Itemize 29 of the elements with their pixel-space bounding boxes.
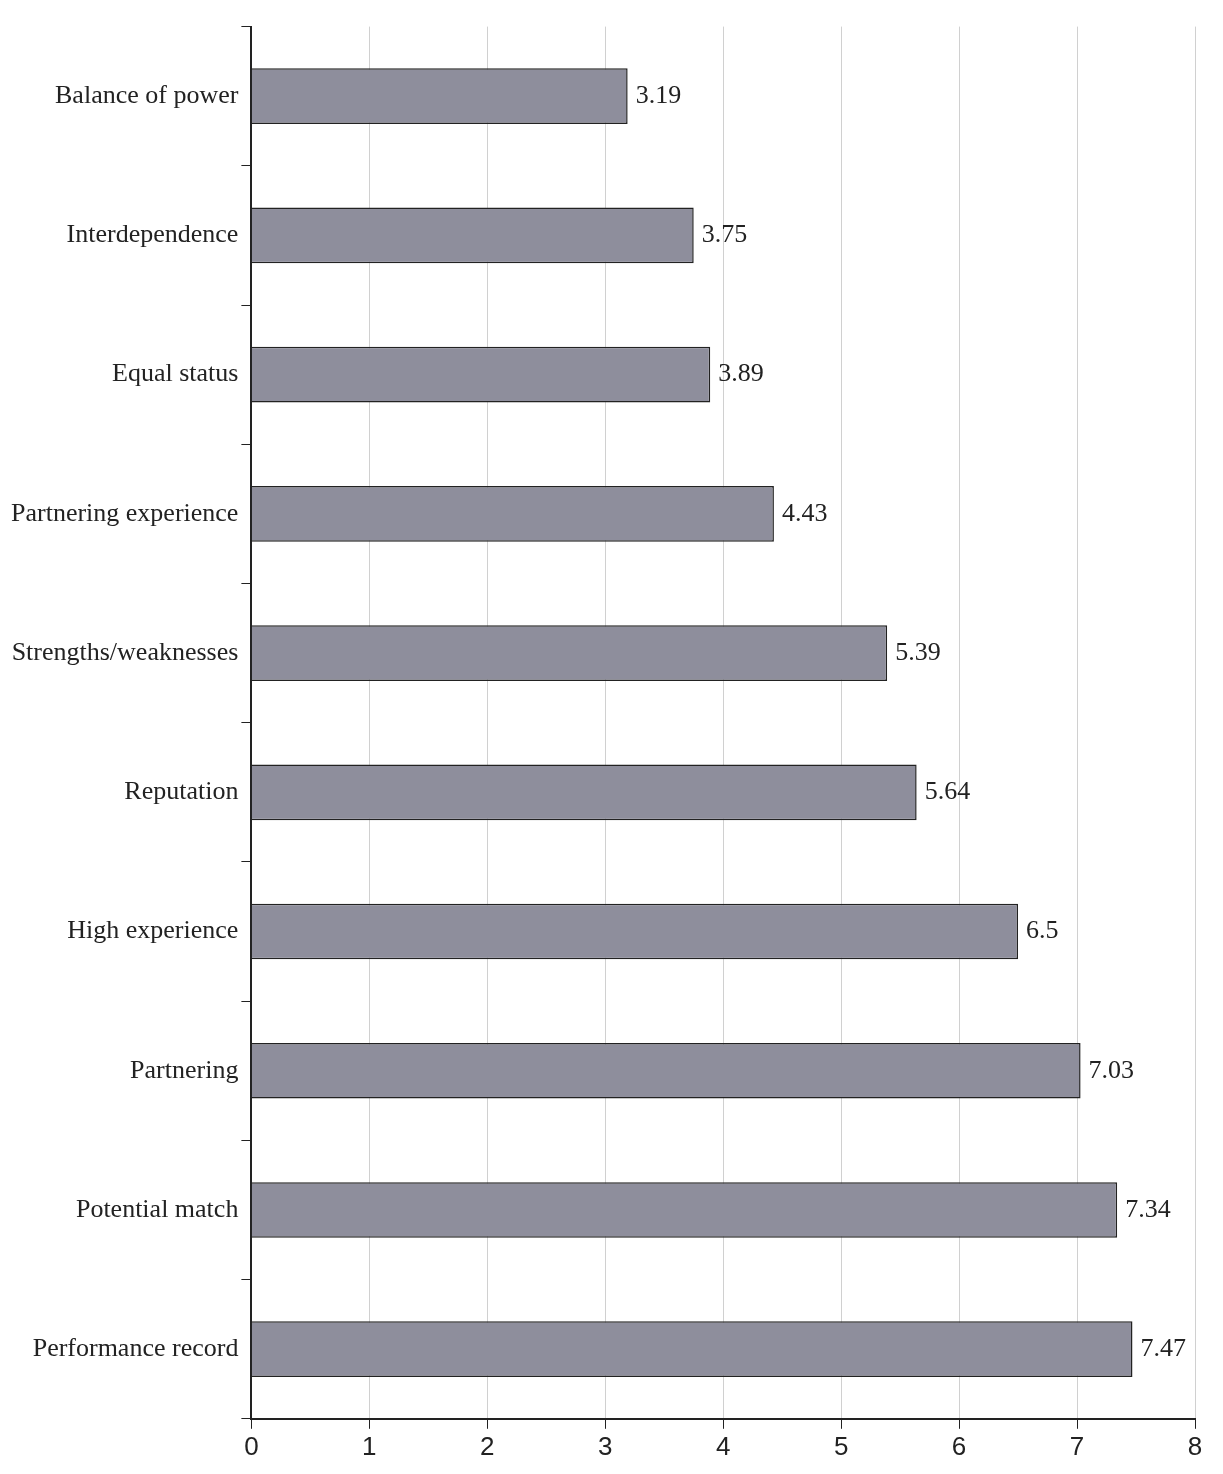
x-tick-label: 5 bbox=[833, 1430, 849, 1461]
y-tick-label: Balance of power bbox=[55, 80, 239, 110]
y-tick-label: Partnering bbox=[130, 1054, 239, 1084]
data-label: 3.89 bbox=[718, 358, 764, 388]
x-tick-label: 6 bbox=[951, 1430, 967, 1461]
x-tick-label: 3 bbox=[598, 1430, 613, 1461]
y-tick-label: Performance record bbox=[32, 1333, 239, 1363]
data-label: 6.5 bbox=[1026, 915, 1059, 945]
y-tick-label: Reputation bbox=[124, 776, 239, 806]
data-label: 7.34 bbox=[1125, 1193, 1171, 1223]
x-tick-label: 8 bbox=[1187, 1430, 1203, 1461]
y-tick-label: Partnering experience bbox=[11, 497, 239, 527]
data-label: 3.75 bbox=[701, 219, 748, 249]
data-label: 5.39 bbox=[895, 636, 941, 666]
data-label: 7.47 bbox=[1140, 1333, 1186, 1363]
y-tick-label: Potential match bbox=[75, 1193, 239, 1223]
data-label: 4.43 bbox=[781, 497, 828, 527]
x-tick-label: 7 bbox=[1069, 1430, 1085, 1461]
data-label: 3.19 bbox=[635, 80, 682, 110]
y-tick-label: Strengths/weaknesses bbox=[11, 636, 239, 666]
x-tick-label: 1 bbox=[362, 1430, 377, 1461]
y-tick-label: High experience bbox=[67, 915, 239, 945]
x-tick-label: 4 bbox=[715, 1430, 731, 1461]
data-label: 5.64 bbox=[924, 776, 971, 806]
y-tick-label: Equal status bbox=[112, 358, 239, 388]
y-tick-label: Interdependence bbox=[66, 219, 239, 249]
data-label: 7.03 bbox=[1088, 1054, 1135, 1084]
x-tick-label: 0 bbox=[244, 1430, 259, 1461]
x-tick-label: 2 bbox=[480, 1430, 495, 1461]
